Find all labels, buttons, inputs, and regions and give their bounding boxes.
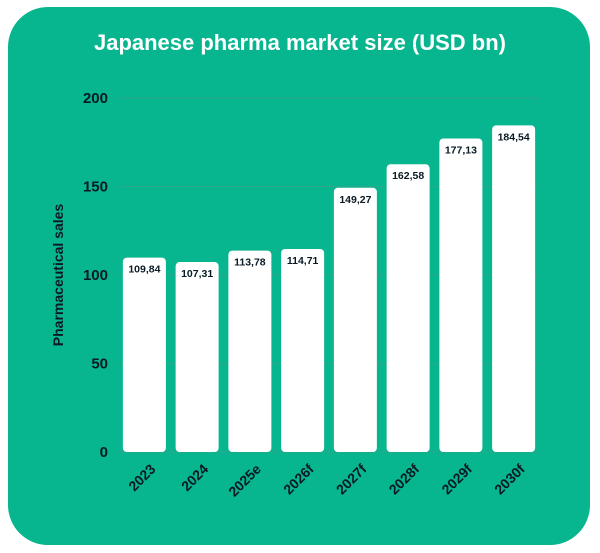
data-label: 107,31 (181, 268, 213, 280)
y-tick-label: 0 (100, 444, 108, 461)
x-tick-label: 2027f (333, 461, 370, 498)
bar-2026f (281, 248, 325, 452)
x-tick-label: 2028f (386, 461, 423, 498)
data-label: 162,58 (392, 170, 424, 182)
x-tick-label: 2025e (225, 461, 264, 500)
bar-2025e (228, 250, 272, 452)
chart-title: Japanese pharma market size (USD bn) (93, 30, 507, 55)
data-label: 109,84 (128, 264, 160, 276)
data-label: 184,54 (498, 131, 530, 143)
y-tick-label: 100 (83, 267, 108, 284)
x-tick-label: 2023 (125, 461, 158, 494)
bar-2024 (175, 262, 219, 452)
y-axis-label: Pharmaceutical sales (50, 204, 66, 347)
x-tick-label: 2026f (280, 461, 317, 498)
data-label: 114,71 (287, 255, 319, 267)
y-tick-label: 200 (83, 90, 108, 107)
bar-2023 (122, 257, 166, 452)
y-tick-label: 50 (91, 356, 108, 373)
x-tick-label: 2029f (438, 461, 475, 498)
data-label: 149,27 (339, 194, 371, 206)
bar-2028f (386, 164, 430, 452)
data-label: 113,78 (234, 257, 266, 269)
bar-2027f (333, 187, 377, 452)
x-tick-label: 2030f (491, 461, 528, 498)
bar-2030f (492, 125, 536, 452)
x-tick-label: 2024 (178, 461, 211, 494)
data-label: 177,13 (445, 144, 477, 156)
bar-2029f (439, 138, 483, 452)
y-tick-label: 150 (83, 179, 108, 196)
